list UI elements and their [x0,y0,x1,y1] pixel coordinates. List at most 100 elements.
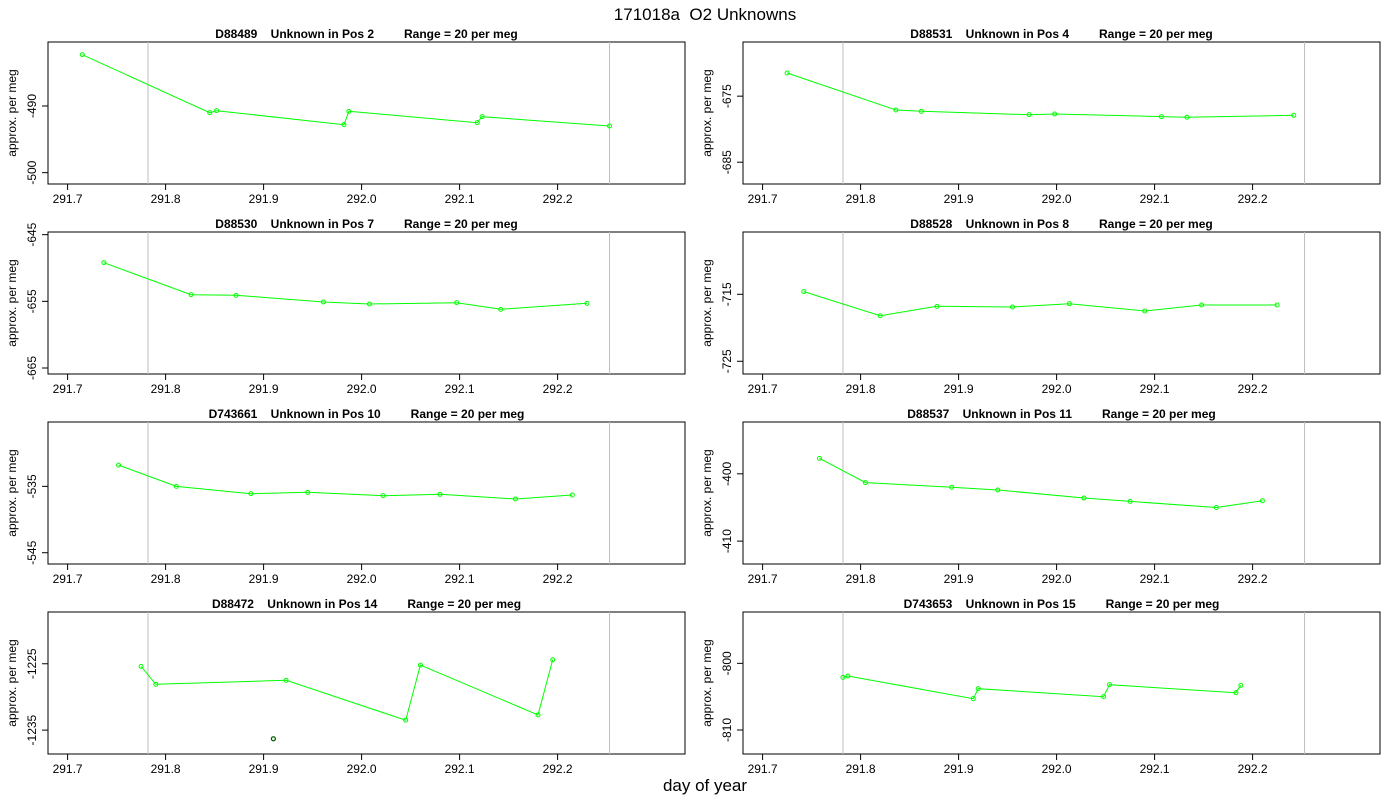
x-tick-label: 292.0 [347,192,377,206]
data-point [1101,694,1107,700]
y-tick-label: -685 [720,150,734,174]
y-tick-label: -490 [25,94,39,118]
data-point [535,712,541,718]
x-tick-label: 292.2 [1238,762,1268,776]
series-line [842,675,1242,700]
x-tick-label: 291.8 [151,382,181,396]
panel-title: D88472 Unknown in Pos 14 Range = 20 per … [212,597,521,611]
x-tick-label: 292.0 [347,382,377,396]
x-tick-label: 292.2 [1238,192,1268,206]
x-tick-label: 292.2 [543,192,573,206]
data-point [1291,112,1297,118]
x-tick-label: 291.9 [249,762,279,776]
data-point [970,696,976,702]
figure-title: 171018a O2 Unknowns [614,5,796,24]
x-tick-label: 292.2 [1238,572,1268,586]
data-point [116,462,122,468]
plot-frame [742,231,1381,375]
panel-title: D88528 Unknown in Pos 8 Range = 20 per m… [910,217,1212,231]
data-point [138,663,144,669]
x-tick-label: 291.9 [944,192,974,206]
data-point [784,70,790,76]
plot-frame [47,41,686,185]
x-tick-label: 291.7 [53,192,83,206]
y-tick-label: -655 [25,289,39,313]
x-tick-label: 292.2 [543,572,573,586]
x-tick-label: 292.1 [445,382,475,396]
data-point [607,123,613,129]
data-point [1158,114,1164,120]
data-point [995,487,1001,493]
data-point [1066,301,1072,307]
data-point [863,480,868,486]
data-point [1199,302,1205,308]
panel-title: D88530 Unknown in Pos 7 Range = 20 per m… [215,217,517,231]
data-point [569,492,575,498]
data-point [1107,682,1113,688]
series-line [82,54,610,127]
data-point [584,300,590,306]
data-point [550,657,556,663]
data-point [845,673,851,679]
data-point [498,306,504,312]
y-tick-label: -665 [25,356,39,380]
panel-5: D743661 Unknown in Pos 10 Range = 20 per… [5,407,686,586]
y-tick-label: -645 [25,222,39,246]
data-point [840,674,846,680]
data-point [934,303,940,309]
data-point [248,491,254,497]
x-tick-label: 292.0 [347,762,377,776]
y-tick-label: -535 [25,474,39,498]
y-tick-label: -1225 [25,648,39,679]
data-point [214,108,220,114]
series-line [819,457,1263,509]
y-axis-label: approx. per meg [5,69,19,156]
data-point [320,299,326,305]
data-point [380,493,386,499]
data-point [949,484,955,490]
y-tick-label: -800 [720,651,734,675]
data-point [403,717,409,723]
data-point [346,108,352,114]
x-tick-label: 292.0 [1042,192,1072,206]
x-tick-label: 291.8 [151,192,181,206]
panel-title: D743653 Unknown in Pos 15 Range = 20 per… [904,597,1220,611]
x-tick-label: 292.0 [1042,572,1072,586]
y-axis-label: approx. per meg [700,69,714,156]
data-point [975,686,981,692]
plot-frame [47,421,686,565]
plot-frame [47,231,686,375]
x-tick-label: 291.7 [53,382,83,396]
data-point [366,301,372,307]
x-tick-label: 292.0 [1042,382,1072,396]
data-point [437,491,443,497]
data-point [153,681,159,687]
data-point [454,300,460,306]
x-tick-label: 291.9 [944,382,974,396]
data-point [101,260,107,266]
x-tick-label: 292.1 [1140,192,1170,206]
panel-4: D88528 Unknown in Pos 8 Range = 20 per m… [700,217,1381,396]
x-tick-label: 291.8 [846,572,876,586]
data-point [474,120,480,126]
data-point [283,677,289,683]
series-line [103,262,588,310]
series-line [118,464,573,500]
panel-8: D743653 Unknown in Pos 15 Range = 20 per… [700,597,1381,776]
y-axis-label: approx. per meg [700,449,714,536]
data-point [1233,690,1239,696]
data-point [1010,304,1015,310]
data-point [1142,308,1148,314]
x-tick-label: 292.1 [1140,572,1170,586]
data-point [1259,498,1265,504]
plot-frame [742,421,1381,565]
data-point [1184,114,1190,120]
data-point [1213,504,1219,510]
x-tick-label: 291.7 [748,572,778,586]
figure-xlabel: day of year [663,776,747,795]
data-point [877,313,883,319]
y-axis-label: approx. per meg [700,639,714,726]
panel-2: D88531 Unknown in Pos 4 Range = 20 per m… [700,27,1381,206]
data-point [79,52,85,58]
x-tick-label: 292.1 [445,192,475,206]
